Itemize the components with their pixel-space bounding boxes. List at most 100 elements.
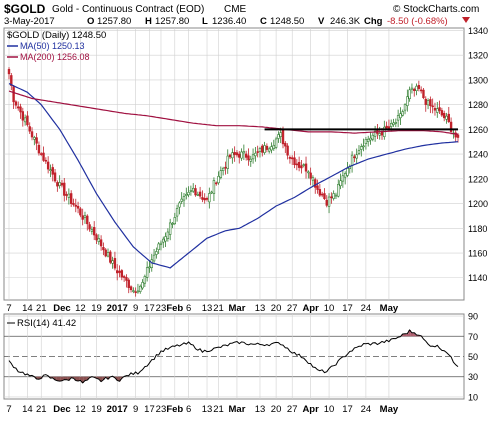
moving-averages	[8, 83, 459, 269]
candle-body	[58, 182, 61, 186]
candle-body	[277, 134, 280, 139]
candle-body	[14, 101, 18, 106]
candle-body	[399, 113, 402, 119]
rsi-date-label: 7	[6, 404, 11, 415]
rsi-date-label: 17	[144, 404, 155, 415]
candle-body	[99, 239, 103, 247]
price-date-label: May	[380, 303, 399, 314]
price-date-label: 23	[156, 303, 167, 314]
price-tick-label: 1240	[468, 150, 488, 160]
candle-body	[17, 106, 20, 109]
candle-body	[456, 134, 460, 138]
candle-body	[42, 152, 45, 161]
candle-body	[408, 89, 411, 100]
candle-body	[433, 108, 437, 111]
candle-body	[314, 179, 317, 188]
rsi-date-label: 23	[156, 404, 167, 415]
candle-body	[37, 144, 41, 154]
candle-body	[88, 224, 91, 230]
candle-body	[109, 251, 112, 263]
candle-body	[168, 222, 172, 235]
price-date-label: 13	[202, 303, 213, 314]
candle-body	[187, 192, 190, 196]
candle-body	[228, 154, 232, 158]
candle-body	[40, 153, 43, 155]
candle-body	[226, 155, 229, 169]
candle-body	[81, 215, 84, 220]
quote-key-low: L	[202, 16, 208, 27]
exchange-label: CME	[224, 4, 247, 15]
candle-body	[132, 290, 135, 292]
candle-body	[429, 99, 432, 107]
candle-body	[134, 291, 137, 294]
candle-body	[385, 125, 388, 129]
candle-body	[410, 87, 414, 90]
price-date-label: 7	[6, 303, 11, 314]
rsi-date-label: 17	[342, 404, 353, 415]
brand-label: © StockCharts.com	[393, 4, 479, 15]
candle-body	[102, 247, 105, 251]
price-tick-label: 1220	[468, 174, 488, 184]
candle-body	[284, 142, 287, 147]
quote-key-volume: V	[318, 16, 325, 27]
candle-body	[346, 168, 349, 176]
price-date-axis: 7 14 21 Dec 12 19 2017 9 17 23 Feb 6 13 21 Mar 13 20 27 Ap…	[6, 303, 399, 314]
candle-body	[86, 215, 89, 225]
rsi-legend: RSI(14) 41.42	[7, 318, 76, 329]
ma50-legend-label: MA(50) 1250.13	[20, 41, 85, 51]
price-axis: 1140 1160 1180 1200 1220 1240 1260 1280 1300 1320…	[468, 26, 488, 283]
rsi-date-label: May	[380, 404, 399, 415]
candle-body	[180, 198, 183, 202]
candle-body	[185, 193, 188, 196]
candle-body	[406, 96, 409, 107]
candle-body	[438, 107, 441, 111]
price-tick-label: 1280	[468, 100, 488, 110]
rsi-date-label: 21	[36, 404, 47, 415]
candle-body	[215, 182, 218, 185]
candle-body	[65, 194, 68, 196]
candle-body	[396, 115, 400, 121]
symbol-title: $GOLD	[4, 2, 46, 16]
candle-body	[51, 167, 54, 175]
candle-body	[35, 137, 38, 144]
candle-body	[265, 145, 269, 150]
candle-body	[249, 158, 252, 162]
candle-body	[366, 138, 370, 142]
rsi-date-label: 27	[287, 404, 298, 415]
candle-body	[111, 260, 114, 264]
rsi-date-label: 2017	[107, 404, 128, 415]
candle-body	[219, 170, 223, 178]
candle-body	[145, 267, 149, 278]
candle-body	[95, 234, 98, 241]
candle-body	[295, 163, 299, 166]
candle-body	[79, 208, 82, 216]
price-tick-label: 1200	[468, 199, 488, 209]
candle-body	[152, 254, 156, 262]
candle-body	[12, 86, 15, 103]
rsi-date-label: 14	[22, 404, 33, 415]
price-date-label: 21	[213, 303, 224, 314]
candle-body	[118, 270, 121, 273]
price-date-label: 9	[133, 303, 138, 314]
candle-body	[394, 122, 398, 124]
rsi-date-label: 20	[271, 404, 282, 415]
candle-body	[369, 137, 372, 141]
candle-body	[318, 189, 322, 196]
candle-body	[173, 217, 176, 225]
candle-body	[194, 188, 197, 196]
candle-body	[320, 193, 324, 196]
candle-body	[445, 115, 448, 120]
price-panel-frame	[3, 27, 465, 301]
candle-body	[261, 145, 264, 153]
candle-body	[92, 227, 96, 236]
rsi-date-axis: 7 14 21 Dec 12 19 2017 9 17 23 Feb 6 13 21 Mar 13 20 27 Ap…	[6, 404, 399, 415]
price-date-label: 27	[287, 303, 298, 314]
candle-body	[364, 139, 368, 144]
candle-body	[387, 126, 391, 129]
price-tick-label: 1320	[468, 51, 488, 61]
candle-body	[205, 197, 209, 200]
candle-body	[341, 175, 345, 182]
candle-body	[208, 193, 211, 203]
candle-body	[104, 249, 107, 257]
candle-body	[120, 270, 124, 278]
